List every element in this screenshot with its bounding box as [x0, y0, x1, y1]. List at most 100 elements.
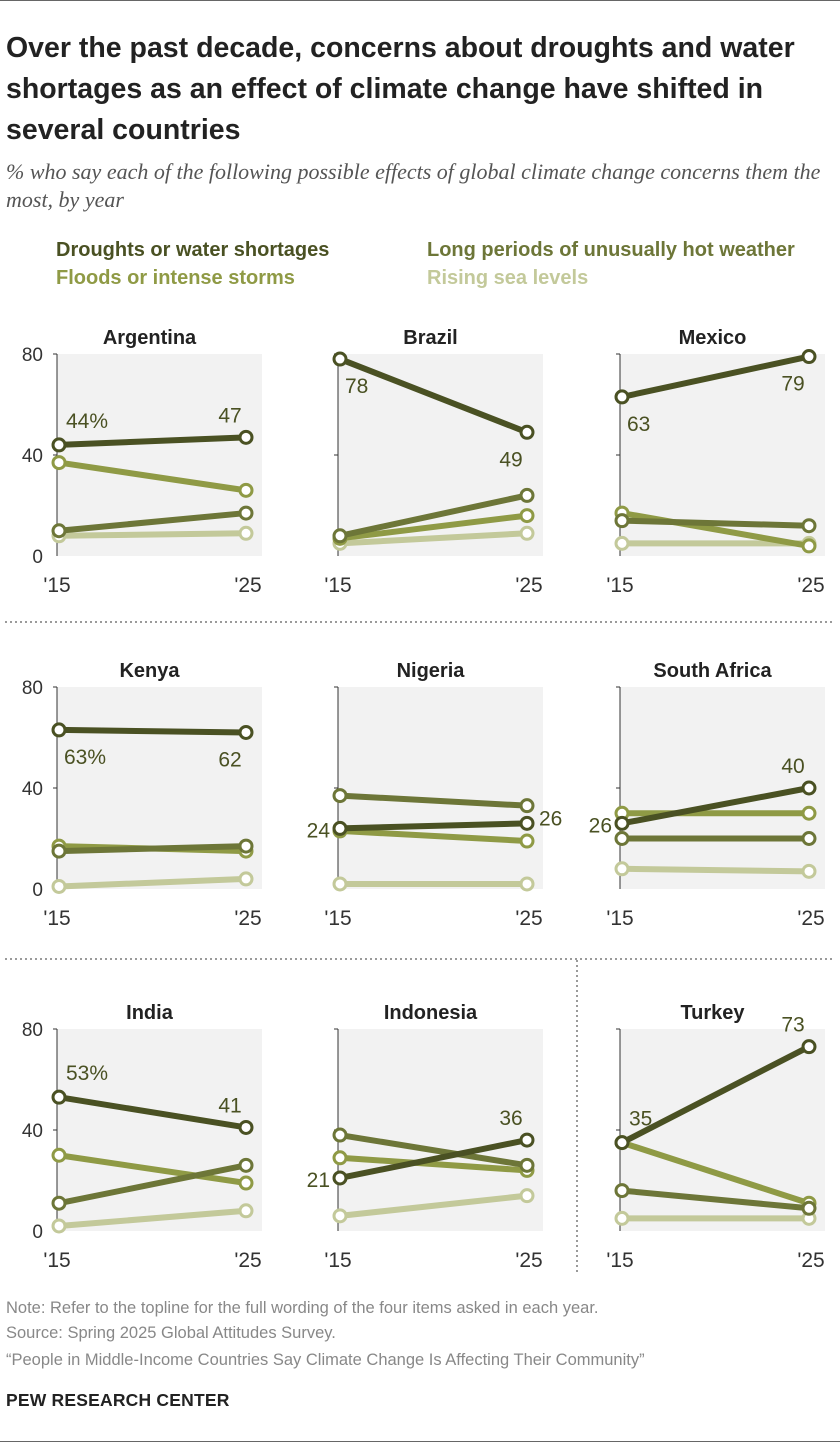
point-south-africa-floods-1	[801, 805, 817, 821]
legend-droughts: Droughts or water shortages	[56, 239, 330, 261]
panel-title-kenya: Kenya	[119, 660, 180, 682]
series-line-brazil-heat	[337, 492, 530, 539]
x-tick-label-nigeria-1: '25	[515, 907, 542, 930]
point-nigeria-sea-1	[519, 876, 535, 892]
data-label-end-india: 41	[218, 1094, 241, 1117]
point-brazil-heat-1	[519, 487, 535, 503]
point-turkey-heat-1	[801, 1200, 817, 1216]
y-tick-label-argentina-40: 40	[22, 446, 43, 467]
small-multiples-chart: 0 40 80 '15 '25 Argentina 44% 47 '15 '25 Brazil 78 4…	[5, 327, 835, 1275]
point-turkey-sea-0	[614, 1210, 630, 1226]
pew-brand: PEW RESEARCH CENTER	[6, 1390, 230, 1410]
point-brazil-droughts-1	[519, 424, 535, 440]
panel-title-indonesia: Indonesia	[384, 1002, 478, 1024]
data-label-start-indonesia: 21	[307, 1169, 330, 1192]
point-indonesia-sea-0	[332, 1208, 348, 1224]
point-mexico-sea-0	[614, 535, 630, 551]
series-line-argentina-droughts	[56, 434, 249, 448]
panel-title-turkey: Turkey	[680, 1002, 745, 1024]
y-tick-label-india-40: 40	[22, 1121, 43, 1142]
point-kenya-sea-1	[238, 871, 254, 887]
data-label-end-argentina: 47	[218, 404, 241, 427]
series-line-turkey-heat	[619, 1187, 812, 1212]
point-kenya-sea-0	[51, 878, 67, 894]
panel-bg-brazil	[338, 354, 543, 556]
series-line-indonesia-droughts	[337, 1137, 530, 1181]
data-label-end-turkey: 73	[781, 1014, 804, 1037]
series-line-india-floods	[56, 1152, 249, 1187]
point-india-heat-1	[238, 1157, 254, 1173]
series-line-india-sea	[56, 1207, 249, 1229]
point-indonesia-droughts-1	[519, 1132, 535, 1148]
point-nigeria-heat-1	[519, 798, 535, 814]
point-mexico-heat-0	[614, 513, 630, 529]
point-india-floods-0	[51, 1147, 67, 1163]
legend-floods: Floods or intense storms	[56, 267, 295, 289]
panel-title-nigeria: Nigeria	[397, 660, 466, 682]
point-argentina-sea-1	[238, 525, 254, 541]
point-south-africa-sea-0	[614, 861, 630, 877]
series-line-south-africa-sea	[619, 865, 812, 875]
point-argentina-floods-0	[51, 455, 67, 471]
series-line-kenya-droughts	[56, 726, 249, 736]
series-line-turkey-droughts	[619, 1043, 812, 1146]
data-label-end-south-africa: 40	[781, 755, 804, 778]
y-tick-label-kenya-40: 40	[22, 779, 43, 800]
note-text: Note: Refer to the topline for the full …	[6, 1299, 599, 1317]
point-south-africa-sea-1	[801, 863, 817, 879]
bottom-rule	[0, 1441, 840, 1442]
point-argentina-droughts-1	[238, 429, 254, 445]
data-label-start-south-africa: 26	[589, 814, 612, 837]
panel-bg-india	[57, 1029, 262, 1231]
data-label-end-indonesia: 36	[499, 1107, 522, 1130]
panel-bg-kenya	[57, 687, 262, 889]
point-turkey-heat-0	[614, 1183, 630, 1199]
x-tick-label-india-0: '15	[43, 1249, 70, 1272]
series-line-indonesia-floods	[337, 1154, 530, 1174]
chart-title: Over the past decade, concerns about dro…	[6, 32, 795, 146]
point-indonesia-floods-0	[332, 1150, 348, 1166]
series-line-turkey-floods	[619, 1139, 812, 1207]
point-kenya-heat-1	[238, 838, 254, 854]
point-nigeria-heat-0	[332, 788, 348, 804]
point-india-droughts-0	[51, 1089, 67, 1105]
x-tick-label-indonesia-1: '25	[515, 1249, 542, 1272]
x-tick-label-mexico-1: '25	[797, 574, 824, 597]
series-line-brazil-floods	[337, 512, 530, 542]
panel-bg-south-africa	[620, 687, 825, 889]
series-line-india-heat	[56, 1162, 249, 1207]
point-argentina-droughts-0	[51, 437, 67, 453]
point-india-floods-1	[238, 1175, 254, 1191]
point-south-africa-heat-1	[801, 831, 817, 846]
series-line-mexico-heat	[619, 517, 812, 529]
panel-title-india: India	[126, 1002, 174, 1024]
series-line-indonesia-sea	[337, 1192, 530, 1219]
data-label-start-argentina: 44%	[66, 410, 108, 433]
point-india-heat-0	[51, 1195, 67, 1211]
panel-title-mexico: Mexico	[679, 327, 747, 349]
series-line-india-droughts	[56, 1094, 249, 1131]
point-nigeria-droughts-0	[332, 820, 348, 836]
panel-title-brazil: Brazil	[403, 327, 457, 349]
x-tick-label-south-africa-1: '25	[797, 907, 824, 930]
x-tick-label-argentina-0: '15	[43, 574, 70, 597]
point-turkey-droughts-0	[614, 1135, 630, 1151]
x-tick-label-india-1: '25	[234, 1249, 261, 1272]
report-text: “People in Middle-Income Countries Say C…	[6, 1351, 645, 1369]
x-tick-label-kenya-1: '25	[234, 907, 261, 930]
x-tick-label-argentina-1: '25	[234, 574, 261, 597]
point-indonesia-sea-1	[519, 1188, 535, 1204]
x-tick-label-turkey-0: '15	[606, 1249, 633, 1272]
point-mexico-heat-1	[801, 518, 817, 534]
series-line-nigeria-heat	[337, 792, 530, 809]
x-tick-label-kenya-0: '15	[43, 907, 70, 930]
y-tick-label-argentina-80: 80	[22, 345, 43, 366]
data-label-start-turkey: 35	[629, 1108, 652, 1131]
data-label-end-brazil: 49	[499, 448, 522, 471]
point-south-africa-droughts-1	[801, 780, 817, 796]
x-tick-label-turkey-1: '25	[797, 1249, 824, 1272]
point-nigeria-sea-0	[332, 876, 348, 892]
data-label-end-kenya: 62	[218, 748, 241, 771]
data-label-start-mexico: 63	[627, 413, 650, 436]
point-indonesia-droughts-0	[332, 1170, 348, 1186]
